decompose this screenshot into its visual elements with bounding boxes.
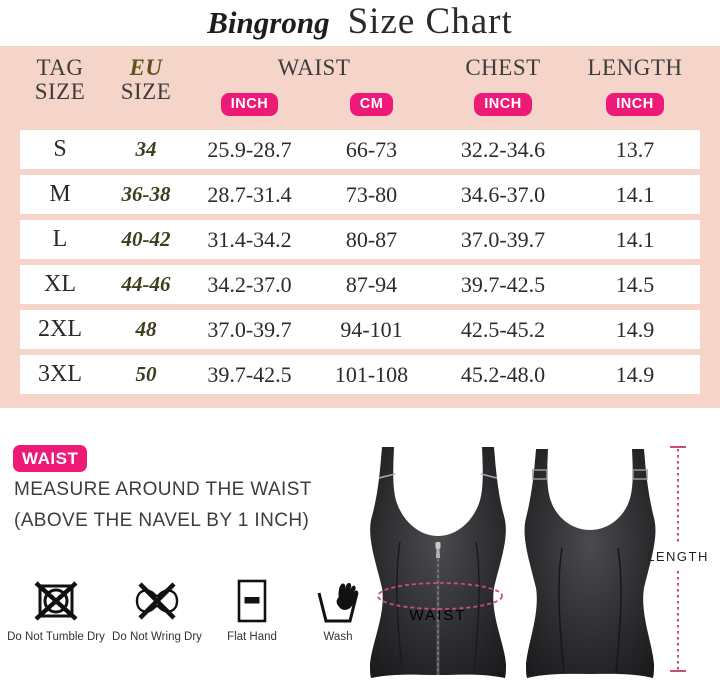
cell-chest-inch: 45.2-48.0 xyxy=(460,361,546,387)
zipper xyxy=(435,542,441,675)
table-row: S 34 25.9-28.7 66-73 32.2-34.6 13.7 xyxy=(20,130,700,169)
vest-back-image xyxy=(524,449,656,678)
do-not-wring-dry-icon xyxy=(135,582,179,620)
cell-eu: 48 xyxy=(135,317,157,341)
cell-waist-inch: 37.0-39.7 xyxy=(207,316,292,342)
header-tag-size: TAG SIZE xyxy=(34,55,86,104)
cell-tag: S xyxy=(53,136,67,162)
cell-chest-inch: 34.6-37.0 xyxy=(460,181,546,207)
cell-waist-inch: 25.9-28.7 xyxy=(207,136,292,162)
cell-waist-cm: 94-101 xyxy=(340,316,403,342)
care-label: Do Not Wring Dry xyxy=(112,631,202,643)
length-measure-annotation: LENGTH xyxy=(647,446,709,672)
measure-instruction-line1: MEASURE AROUND THE WAIST xyxy=(14,479,312,500)
cell-eu: 34 xyxy=(135,137,157,161)
flat-hand-icon xyxy=(237,579,267,623)
length-annotation-label: LENGTH xyxy=(647,549,709,564)
page-title: Bingrong Size Chart xyxy=(0,0,720,46)
unit-badge-waist-cm: CM xyxy=(349,93,394,116)
cell-length-inch: 14.5 xyxy=(615,271,655,297)
waist-badge: WAIST xyxy=(13,445,88,472)
unit-badge-length-inch: INCH xyxy=(606,93,664,116)
table-row: 3XL 50 39.7-42.5 101-108 45.2-48.0 14.9 xyxy=(20,355,700,394)
cell-chest-inch: 42.5-45.2 xyxy=(460,316,546,342)
cell-chest-inch: 37.0-39.7 xyxy=(460,226,546,252)
cell-waist-inch: 31.4-34.2 xyxy=(207,226,292,252)
header-length: LENGTH xyxy=(587,55,683,80)
table-row: L 40-42 31.4-34.2 80-87 37.0-39.7 14.1 xyxy=(20,220,700,259)
vest-front-image xyxy=(370,447,506,678)
care-label: Flat Hand xyxy=(227,631,277,643)
header-eu-size: EU SIZE xyxy=(120,55,172,104)
care-item-flat-hand: Flat Hand xyxy=(197,577,307,643)
cell-length-inch: 14.1 xyxy=(615,181,655,207)
cell-tag: 2XL xyxy=(38,316,82,342)
table-body: S 34 25.9-28.7 66-73 32.2-34.6 13.7 M 36… xyxy=(20,130,700,394)
cell-length-inch: 14.9 xyxy=(615,361,655,387)
product-measurement-diagram: WAIST LENGTH xyxy=(370,446,709,678)
table-row: M 36-38 28.7-31.4 73-80 34.6-37.0 14.1 xyxy=(20,175,700,214)
cell-length-inch: 14.9 xyxy=(615,316,655,342)
care-label: Wash xyxy=(323,631,353,643)
cell-length-inch: 13.7 xyxy=(615,136,655,162)
measure-instruction-line2: (ABOVE THE NAVEL BY 1 INCH) xyxy=(14,510,310,531)
table-header-row: TAG SIZE EU SIZE WAIST CHEST LENGTH xyxy=(20,56,700,104)
do-not-tumble-dry-icon xyxy=(34,581,78,621)
wash-icon xyxy=(317,582,359,623)
cell-waist-cm: 87-94 xyxy=(345,271,398,297)
cell-chest-inch: 39.7-42.5 xyxy=(460,271,546,297)
cell-waist-cm: 66-73 xyxy=(345,136,398,162)
page-title-text: Size Chart xyxy=(347,1,513,42)
unit-badge-waist-inch: INCH xyxy=(220,93,279,116)
cell-chest-inch: 32.2-34.6 xyxy=(460,136,546,162)
measure-instructions-section: WAIST MEASURE AROUND THE WAIST (ABOVE TH… xyxy=(0,408,720,681)
cell-tag: L xyxy=(52,226,68,252)
cell-length-inch: 14.1 xyxy=(615,226,655,252)
care-item-do-not-tumble-dry: Do Not Tumble Dry xyxy=(1,577,111,643)
size-table: TAG SIZE EU SIZE WAIST CHEST LENGTH INCH… xyxy=(0,46,720,408)
cell-tag: M xyxy=(49,181,71,207)
cell-waist-cm: 101-108 xyxy=(334,361,409,387)
cell-waist-cm: 73-80 xyxy=(345,181,398,207)
care-item-wash: Wash xyxy=(283,577,393,643)
cell-eu: 50 xyxy=(135,362,157,386)
cell-tag: 3XL xyxy=(38,361,82,387)
cell-tag: XL xyxy=(44,271,76,297)
cell-waist-cm: 80-87 xyxy=(345,226,398,252)
waist-measure-annotation: WAIST xyxy=(377,582,503,624)
cell-eu: 40-42 xyxy=(121,227,171,251)
unit-badge-chest-inch: INCH xyxy=(474,93,532,116)
cell-waist-inch: 34.2-37.0 xyxy=(207,271,292,297)
care-label: Do Not Tumble Dry xyxy=(7,631,105,643)
care-item-do-not-wring-dry: Do Not Wring Dry xyxy=(102,577,212,643)
cell-waist-inch: 39.7-42.5 xyxy=(207,361,292,387)
cell-eu: 44-46 xyxy=(121,272,171,296)
table-units-row: INCH CM INCH INCH xyxy=(20,93,700,116)
header-chest: CHEST xyxy=(465,55,541,80)
cell-eu: 36-38 xyxy=(121,182,171,206)
table-row: XL 44-46 34.2-37.0 87-94 39.7-42.5 14.5 xyxy=(20,265,700,304)
header-waist: WAIST xyxy=(277,55,351,80)
cell-waist-inch: 28.7-31.4 xyxy=(207,181,292,207)
table-row: 2XL 48 37.0-39.7 94-101 42.5-45.2 14.9 xyxy=(20,310,700,349)
waist-annotation-label: WAIST xyxy=(410,607,467,624)
brand-name: Bingrong xyxy=(207,5,330,40)
